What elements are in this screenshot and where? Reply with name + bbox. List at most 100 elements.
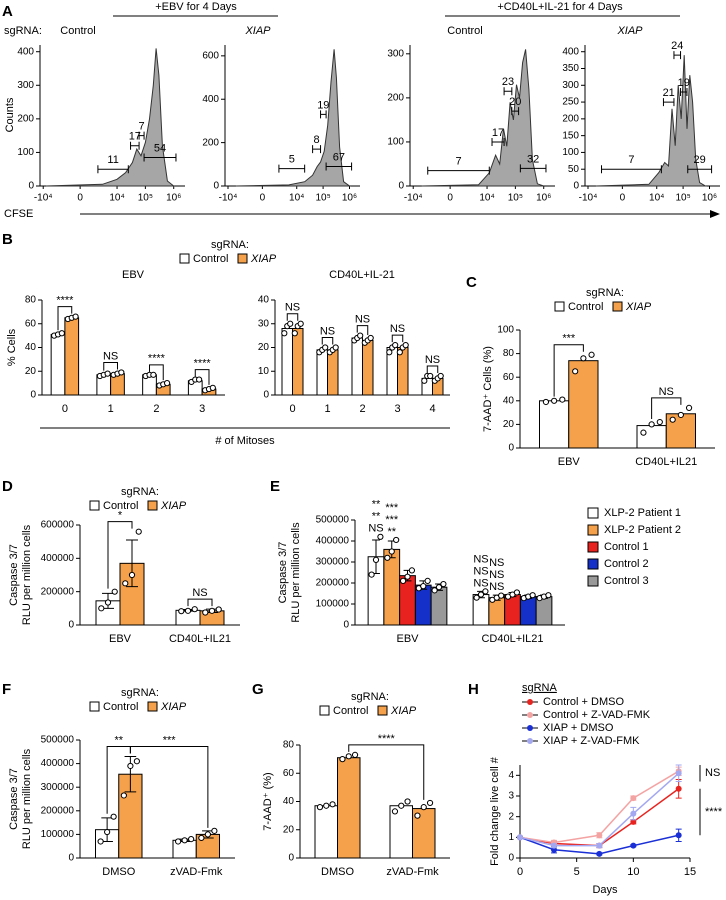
y-tick-label: 400 bbox=[562, 46, 579, 57]
legend-swatch bbox=[612, 301, 623, 312]
y-tick-label: 0 bbox=[30, 390, 36, 401]
significance-label: NS bbox=[489, 581, 504, 593]
legend-title: sgRNA: bbox=[121, 687, 159, 699]
y-tick-label: 0 bbox=[288, 853, 294, 864]
y-tick-label: 200 bbox=[202, 137, 219, 148]
x-axis-label: # of Mitoses bbox=[215, 435, 275, 447]
gate bbox=[491, 137, 505, 146]
replicate-point bbox=[118, 369, 125, 376]
point bbox=[675, 785, 682, 792]
legend-swatch bbox=[147, 701, 158, 712]
gate bbox=[312, 145, 322, 154]
replicate-point bbox=[209, 384, 216, 391]
y-tick-label: 200000 bbox=[41, 805, 75, 816]
point bbox=[596, 832, 603, 839]
replicate-point bbox=[399, 577, 407, 585]
y-tick-label: 20 bbox=[503, 419, 515, 430]
replicate-point bbox=[677, 411, 684, 419]
gate-label: 7 bbox=[139, 121, 145, 133]
significance-label: *** bbox=[385, 514, 399, 526]
panel-letter: H bbox=[468, 681, 479, 698]
y-tick-label: 0 bbox=[508, 443, 514, 454]
panel-letter: G bbox=[252, 681, 264, 698]
legend-label: XLP-2 Patient 2 bbox=[604, 524, 681, 536]
replicate-point bbox=[392, 342, 399, 349]
replicate-point bbox=[329, 801, 336, 808]
replicate-point bbox=[196, 376, 203, 383]
y-tick-label: 0 bbox=[573, 181, 579, 192]
replicate-point bbox=[191, 606, 198, 613]
significance-bracket bbox=[57, 306, 73, 331]
replicate-point bbox=[420, 804, 427, 811]
gate bbox=[687, 165, 713, 174]
gate bbox=[143, 153, 177, 162]
x-tick-label: EBV bbox=[396, 633, 419, 645]
y-tick-label: 100 bbox=[562, 147, 579, 158]
x-tick-label: 10⁶ bbox=[342, 193, 357, 204]
significance-label: ** bbox=[387, 526, 396, 538]
subplot-title: XIAP bbox=[244, 25, 271, 37]
bar bbox=[292, 328, 304, 396]
replicate-point bbox=[685, 404, 693, 411]
bar bbox=[314, 805, 338, 859]
replicate-point bbox=[345, 753, 352, 760]
y-axis-label: Counts bbox=[4, 97, 16, 132]
gate-label: 23 bbox=[502, 76, 514, 88]
y-tick-label: 200000 bbox=[316, 578, 350, 589]
significance-label: *** bbox=[562, 333, 576, 345]
x-tick-label: 0 bbox=[260, 193, 266, 204]
point bbox=[675, 770, 682, 777]
gate-label: 7 bbox=[455, 155, 461, 167]
significance-bracket bbox=[194, 369, 210, 385]
replicate-point bbox=[437, 372, 444, 380]
panel-letter: F bbox=[2, 681, 11, 698]
x-tick-label: 0 bbox=[447, 193, 453, 204]
gate bbox=[680, 88, 688, 96]
y-tick-label: 200000 bbox=[41, 586, 75, 597]
significance-label: NS bbox=[473, 553, 488, 565]
point bbox=[517, 834, 523, 841]
replicate-point bbox=[122, 580, 129, 587]
replicate-point bbox=[640, 429, 647, 436]
bar bbox=[383, 548, 401, 626]
legend-label: Control + Z-VAD-FMK bbox=[543, 709, 651, 721]
panel-letter: D bbox=[2, 478, 13, 495]
x-tick-label: -10⁴ bbox=[579, 193, 598, 204]
replicate-point bbox=[332, 344, 339, 351]
y-tick-label: 0 bbox=[213, 181, 219, 192]
replicate-point bbox=[386, 349, 393, 356]
replicate-point bbox=[545, 592, 552, 599]
replicate-point bbox=[110, 813, 117, 820]
y-tick-label: 40 bbox=[283, 796, 295, 807]
significance-label: *** bbox=[163, 734, 177, 746]
legend-label: XIAP bbox=[250, 253, 277, 265]
y-tick-label: 400 bbox=[17, 46, 34, 57]
y-tick-label: 0 bbox=[28, 181, 34, 192]
legend-label: Control bbox=[103, 500, 138, 512]
replicate-point bbox=[316, 804, 324, 811]
bar bbox=[50, 333, 66, 396]
legend-label: Control 2 bbox=[604, 558, 649, 570]
point bbox=[630, 818, 637, 825]
y-tick-label: 50 bbox=[568, 164, 580, 175]
x-tick-label: 15 bbox=[684, 866, 696, 878]
panel-letter: E bbox=[270, 478, 280, 495]
replicate-point bbox=[551, 397, 558, 404]
x-tick-label: zVAD-Fmk bbox=[386, 866, 439, 878]
replicate-point bbox=[202, 609, 209, 616]
significance-bracket bbox=[391, 334, 404, 343]
gate bbox=[138, 131, 145, 140]
replicate-point bbox=[529, 592, 536, 599]
replicate-point bbox=[431, 587, 438, 594]
bar bbox=[337, 757, 361, 859]
point bbox=[630, 810, 637, 817]
significance-label: NS bbox=[368, 523, 383, 535]
legend-label: Control 1 bbox=[604, 541, 649, 553]
replicate-point bbox=[473, 594, 480, 601]
gate-label: 24 bbox=[671, 40, 683, 52]
significance-bracket bbox=[187, 598, 213, 607]
x-tick-label: DMSO bbox=[102, 866, 135, 878]
legend-swatch bbox=[527, 699, 533, 705]
y-tick-label: 400 bbox=[202, 94, 219, 105]
x-tick-label: EBV bbox=[558, 456, 581, 468]
